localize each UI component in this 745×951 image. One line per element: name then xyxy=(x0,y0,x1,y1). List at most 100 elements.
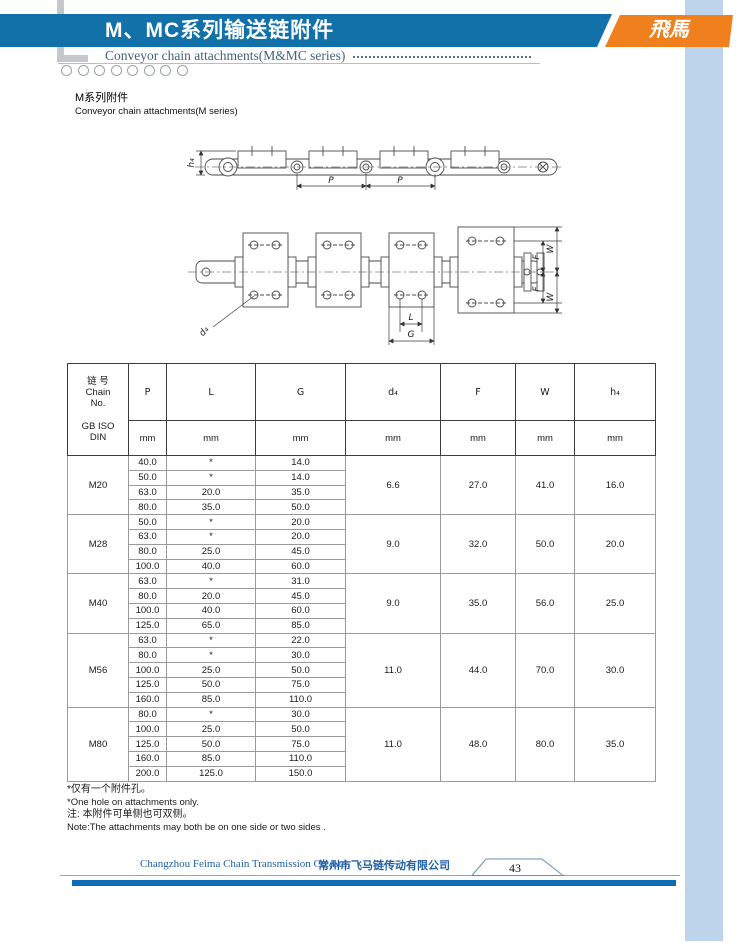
attachment-plates-top xyxy=(242,226,515,314)
l-value-cell: 85.0 xyxy=(166,750,256,767)
f-value-cell: 44.0 xyxy=(440,632,516,708)
g-value-cell: 75.0 xyxy=(255,736,346,752)
g-value-cell: 110.0 xyxy=(255,750,346,767)
l-value-cell: 50.0 xyxy=(166,676,256,693)
chain-no-header-std1: GB ISO xyxy=(81,421,115,432)
p-label-left: P xyxy=(328,176,334,186)
p-value-cell: 50.0 xyxy=(128,514,167,530)
p-value-cell: 80.0 xyxy=(128,706,167,723)
chain-no-header: 链 号 Chain No. GB ISO DIN xyxy=(67,363,129,456)
h4-value-cell: 20.0 xyxy=(574,514,656,575)
l-value-cell: * xyxy=(166,706,256,723)
note-line-1: *仅有一个附件孔。 xyxy=(67,784,151,795)
l-value-cell: 25.0 xyxy=(166,543,256,560)
w-value-cell: 41.0 xyxy=(515,454,575,516)
f-value-cell: 35.0 xyxy=(440,573,516,634)
p-label-right: P xyxy=(397,176,403,186)
unit-cell: mm xyxy=(574,420,656,456)
p-value-cell: 125.0 xyxy=(128,676,167,693)
note-line-2: *One hole on attachments only. xyxy=(67,796,199,808)
subtitle-underline xyxy=(58,63,540,64)
p-value-cell: 63.0 xyxy=(128,484,167,501)
d4-value-cell: 11.0 xyxy=(345,706,441,782)
table-notes: *仅有一个附件孔。 *One hole on attachments only.… xyxy=(67,784,326,834)
g-value-cell: 45.0 xyxy=(255,543,346,560)
table-row: 63.0 * 20.0 xyxy=(68,528,656,545)
p-value-cell: 40.0 xyxy=(128,455,167,471)
attachment-blocks-side xyxy=(237,146,500,169)
h4-value-cell: 30.0 xyxy=(574,632,656,708)
section-title-cn: M系列附件 xyxy=(75,92,129,104)
g-value-cell: 75.0 xyxy=(255,676,346,693)
l-value-cell: * xyxy=(166,455,256,471)
p-value-cell: 100.0 xyxy=(128,662,167,678)
h4-dimension: h₄ xyxy=(187,150,236,176)
col-header-l: L xyxy=(166,363,256,421)
g-value-cell: 60.0 xyxy=(255,602,346,619)
d4-value-cell: 11.0 xyxy=(345,632,441,708)
f-value-cell: 48.0 xyxy=(440,706,516,782)
pitch-dimensions: P P xyxy=(296,174,436,190)
chain-no-cell: M20 xyxy=(67,454,129,516)
table-row: M40 63.0 * 31.0 9.0 35.0 56.0 25.0 xyxy=(67,573,656,634)
d4-label: d₄ xyxy=(198,325,212,339)
d4-value-cell: 9.0 xyxy=(345,514,441,575)
p-value-cell: 125.0 xyxy=(128,617,167,634)
table-row: 100.0 25.0 50.0 xyxy=(68,721,656,738)
l-value-cell: * xyxy=(166,647,256,664)
f-value-cell: 32.0 xyxy=(440,514,516,575)
l-value-cell: 20.0 xyxy=(166,484,256,501)
table-row: 200.0 125.0 150.0 xyxy=(68,765,656,782)
l-value-cell: 85.0 xyxy=(166,691,256,708)
l-label: L xyxy=(408,313,413,323)
d4-value-cell: 9.0 xyxy=(345,573,441,634)
l-value-cell: 65.0 xyxy=(166,617,256,634)
w-value-cell: 50.0 xyxy=(515,514,575,575)
g-value-cell: 110.0 xyxy=(255,691,346,708)
l-value-cell: 35.0 xyxy=(166,499,256,516)
note-line-4: Note:The attachments may both be on one … xyxy=(67,821,326,833)
chain-top-view-drawing: d₄ L G F W F W xyxy=(188,226,562,345)
attachment-table-body: M20 40.0 * 14.0 6.6 27.0 41.0 16.0 50.0 * 14.0 63.0… xyxy=(67,454,656,782)
g-value-cell: 20.0 xyxy=(255,514,346,530)
p-value-cell: 125.0 xyxy=(128,736,167,752)
table-row: M80 80.0 * 30.0 11.0 48.0 80.0 35.0 xyxy=(67,706,656,782)
p-value-cell: 160.0 xyxy=(128,750,167,767)
h4-value-cell: 16.0 xyxy=(574,454,656,516)
col-header-h4: h₄ xyxy=(574,363,656,421)
l-value-cell: 25.0 xyxy=(166,662,256,678)
p-value-cell: 100.0 xyxy=(128,602,167,619)
g-value-cell: 85.0 xyxy=(255,617,346,634)
g-value-cell: 35.0 xyxy=(255,484,346,501)
unit-cell: mm xyxy=(345,420,441,456)
decor-circles xyxy=(61,65,188,76)
page-number: 43 xyxy=(509,861,521,875)
l-value-cell: * xyxy=(166,514,256,530)
table-row: 63.0 20.0 35.0 xyxy=(68,484,656,501)
f-value-cell: 27.0 xyxy=(440,454,516,516)
l-value-cell: 20.0 xyxy=(166,588,256,604)
chain-no-header-cn: 链 号 xyxy=(87,376,109,387)
table-row: 80.0 25.0 45.0 xyxy=(68,543,656,560)
right-accent-stripe xyxy=(685,0,723,941)
bracket-decor-foot xyxy=(57,55,88,62)
g-value-cell: 45.0 xyxy=(255,588,346,604)
g-value-cell: 60.0 xyxy=(255,558,346,575)
l-value-cell: * xyxy=(166,528,256,545)
p-value-cell: 63.0 xyxy=(128,632,167,649)
col-header-d4: d₄ xyxy=(345,363,441,421)
l-value-cell: 40.0 xyxy=(166,558,256,575)
unit-cell: mm xyxy=(255,420,346,456)
chain-no-cell: M40 xyxy=(67,573,129,634)
w-label-bottom: W xyxy=(546,291,556,301)
unit-cell: mm xyxy=(128,420,167,456)
section-heading: M系列附件 Conveyor chain attachments(M serie… xyxy=(75,92,238,118)
brand-text: 飛馬 xyxy=(649,19,689,41)
col-header-p: P xyxy=(128,363,167,421)
chain-rollers-side xyxy=(218,157,549,177)
p-value-cell: 200.0 xyxy=(128,765,167,782)
col-header-w: W xyxy=(515,363,575,421)
chain-no-header-std2: DIN xyxy=(89,432,107,443)
h4-label: h₄ xyxy=(187,158,197,168)
f-w-dimensions: F W F W xyxy=(514,226,562,314)
